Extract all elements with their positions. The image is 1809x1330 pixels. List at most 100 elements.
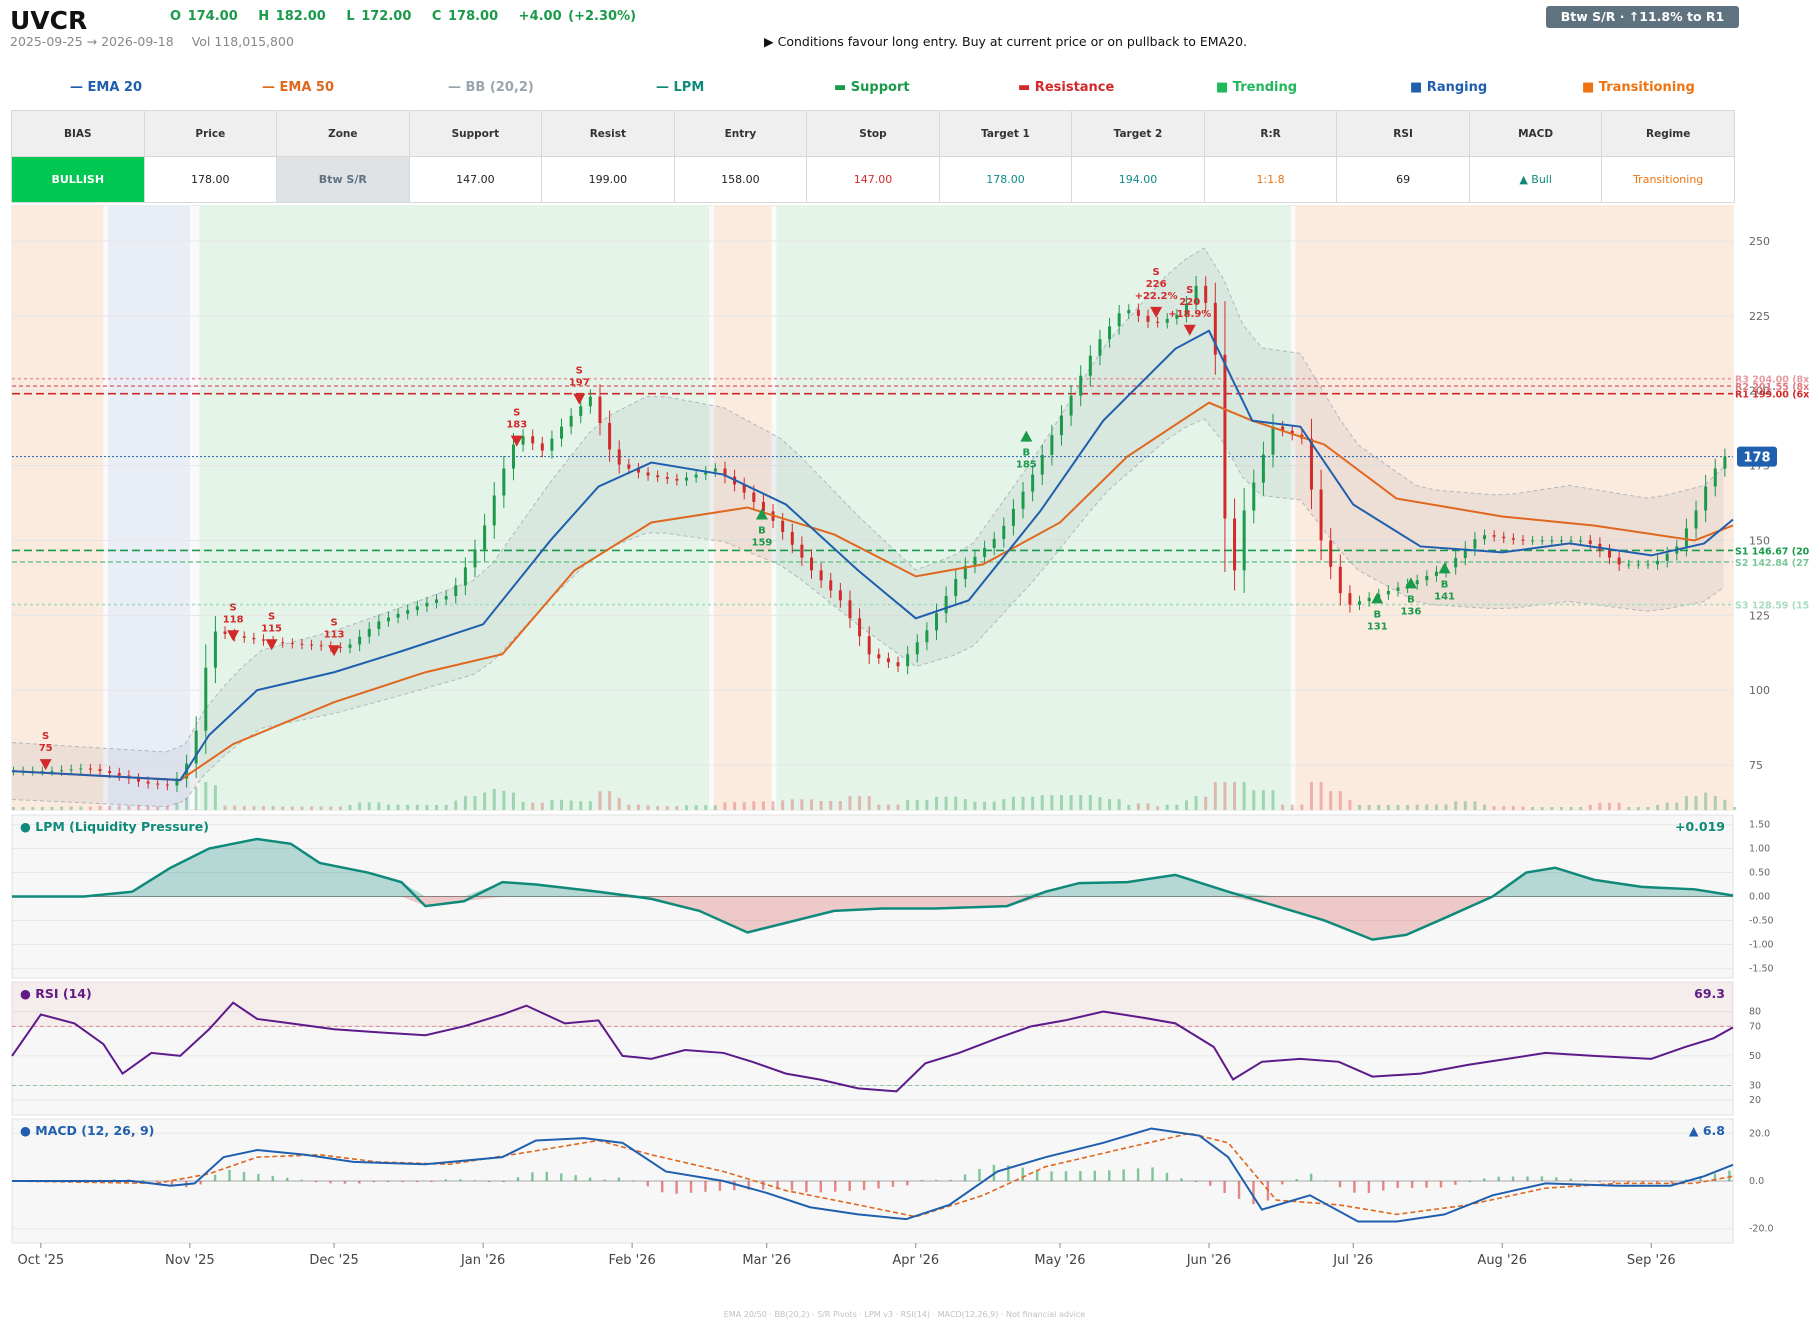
macd-histogram-bar — [920, 1180, 923, 1182]
candle-body — [1531, 540, 1535, 542]
candle-body — [742, 484, 746, 493]
volume-bar — [358, 802, 362, 810]
volume-bar — [1011, 796, 1015, 810]
volume-bar — [598, 791, 602, 810]
macd-histogram-bar — [1151, 1167, 1154, 1181]
volume-bar — [656, 805, 660, 810]
sell-signal-label: 115 — [261, 623, 282, 634]
macd-histogram-bar — [862, 1181, 866, 1191]
volume-bar — [877, 804, 881, 810]
candle-body — [838, 590, 842, 601]
table-header-zone: Zone — [276, 110, 410, 157]
candle-body — [396, 613, 400, 618]
candle-body — [1559, 540, 1563, 542]
volume-bar — [511, 792, 515, 810]
ema20-line — [11, 329, 1734, 782]
macd-histogram-bar — [372, 1181, 375, 1183]
candle-body — [69, 769, 73, 771]
price-tick-label: 150 — [1749, 534, 1770, 547]
rsi-panel: 80 70 50 30 20 ● RSI (14) 69.3 — [11, 981, 1761, 1116]
candle-body — [1608, 550, 1612, 558]
table-header-regime: Regime — [1601, 110, 1735, 157]
volume-bar — [1175, 804, 1179, 810]
volume-bar — [136, 805, 140, 810]
macd-histogram-bar — [574, 1175, 577, 1181]
macd-histogram-bar — [1468, 1181, 1472, 1182]
volume-bar — [752, 801, 756, 810]
volume-bar — [1675, 802, 1679, 810]
volume-bar — [1521, 806, 1525, 810]
table-value-target-2: 194.00 — [1071, 156, 1205, 203]
x-tick-label: Sep '26 — [1627, 1253, 1676, 1268]
buy-signal-label: B — [758, 525, 766, 536]
lpm-positive-area — [12, 838, 1733, 897]
table-header-price: Price — [143, 110, 278, 157]
volume-bar — [98, 805, 102, 810]
macd-histogram-bar — [1007, 1165, 1010, 1181]
candle-body — [954, 578, 958, 597]
macd-histogram-bar — [1454, 1181, 1457, 1185]
volume-bar — [1108, 799, 1112, 810]
macd-histogram-bar — [776, 1181, 779, 1190]
candle-body — [531, 436, 535, 444]
panel-last-value: ▲ 6.8 — [1689, 1123, 1725, 1138]
macd-histogram-bar — [1641, 1181, 1645, 1184]
current-price-tag — [1737, 446, 1777, 467]
volume-bar — [1281, 804, 1285, 810]
table-header-stop: Stop — [806, 110, 940, 157]
volume-bar — [1598, 802, 1602, 810]
sell-signal-label: S — [268, 611, 275, 622]
sell-signal-marker — [1150, 306, 1163, 318]
current-price-label: 178 — [1743, 451, 1770, 466]
volume-bar — [867, 796, 871, 810]
macd-histogram-bar — [1281, 1181, 1284, 1185]
lpm-panel: 1.50 1.00 0.50 0.00 -0.50 -1.00 -1.50 ● LPM (Li… — [11, 814, 1774, 979]
volume-bar — [1569, 807, 1573, 810]
candle-body — [1329, 540, 1333, 567]
sell-signal-label: 113 — [324, 629, 345, 640]
candle-body — [521, 436, 525, 445]
summary-value-row: BULLISH 178.00 Btw S/R 147.00 199.00 158.00 14… — [11, 156, 1735, 203]
candle-body — [906, 654, 910, 667]
candle-body — [1521, 539, 1525, 541]
candle-body — [877, 654, 881, 659]
candle-body — [358, 636, 362, 645]
macd-histogram-bar — [733, 1181, 736, 1191]
panel-title: ● LPM (Liquidity Pressure) — [20, 819, 209, 834]
legend-lpm: — LPM — [656, 80, 705, 95]
macd-histogram-bar — [848, 1181, 851, 1192]
macd-histogram-bar — [1439, 1181, 1443, 1188]
candle-body — [108, 771, 112, 774]
volume-bar — [1454, 801, 1458, 810]
candle-body — [992, 538, 996, 548]
volume-bar — [1694, 796, 1698, 810]
candle-body — [1656, 560, 1660, 565]
table-value-r-r: 1:1.8 — [1203, 156, 1338, 203]
table-header-target-2: Target 2 — [1071, 110, 1205, 157]
candle-body — [310, 644, 314, 646]
volume-bar — [1473, 801, 1477, 810]
macd-histogram-bar — [963, 1174, 967, 1181]
table-value-stop: 147.00 — [806, 156, 940, 203]
macd-histogram-bar — [487, 1181, 491, 1182]
volume-bar — [1646, 807, 1650, 810]
volume-bar — [1665, 802, 1669, 810]
candle-body — [800, 544, 804, 558]
panel-tick-label: -20.0 — [1749, 1224, 1774, 1235]
macd-histogram-bar — [1223, 1181, 1226, 1193]
macd-histogram-bar — [560, 1173, 563, 1181]
volume-bar — [540, 802, 544, 810]
candle-body — [156, 783, 160, 785]
candle-body — [829, 580, 833, 591]
candle-body — [1550, 540, 1554, 542]
volume-bar — [1194, 796, 1198, 810]
volume-bar — [665, 805, 669, 810]
volume-bar — [146, 805, 150, 810]
macd-histogram-bar — [1598, 1181, 1601, 1182]
macd-histogram-bar — [473, 1180, 476, 1182]
candle-body — [281, 642, 285, 644]
macd-histogram-bar — [646, 1181, 649, 1187]
candle-body — [348, 644, 352, 648]
buy-signal-label: B — [1441, 579, 1449, 590]
candle-body — [1069, 395, 1073, 416]
